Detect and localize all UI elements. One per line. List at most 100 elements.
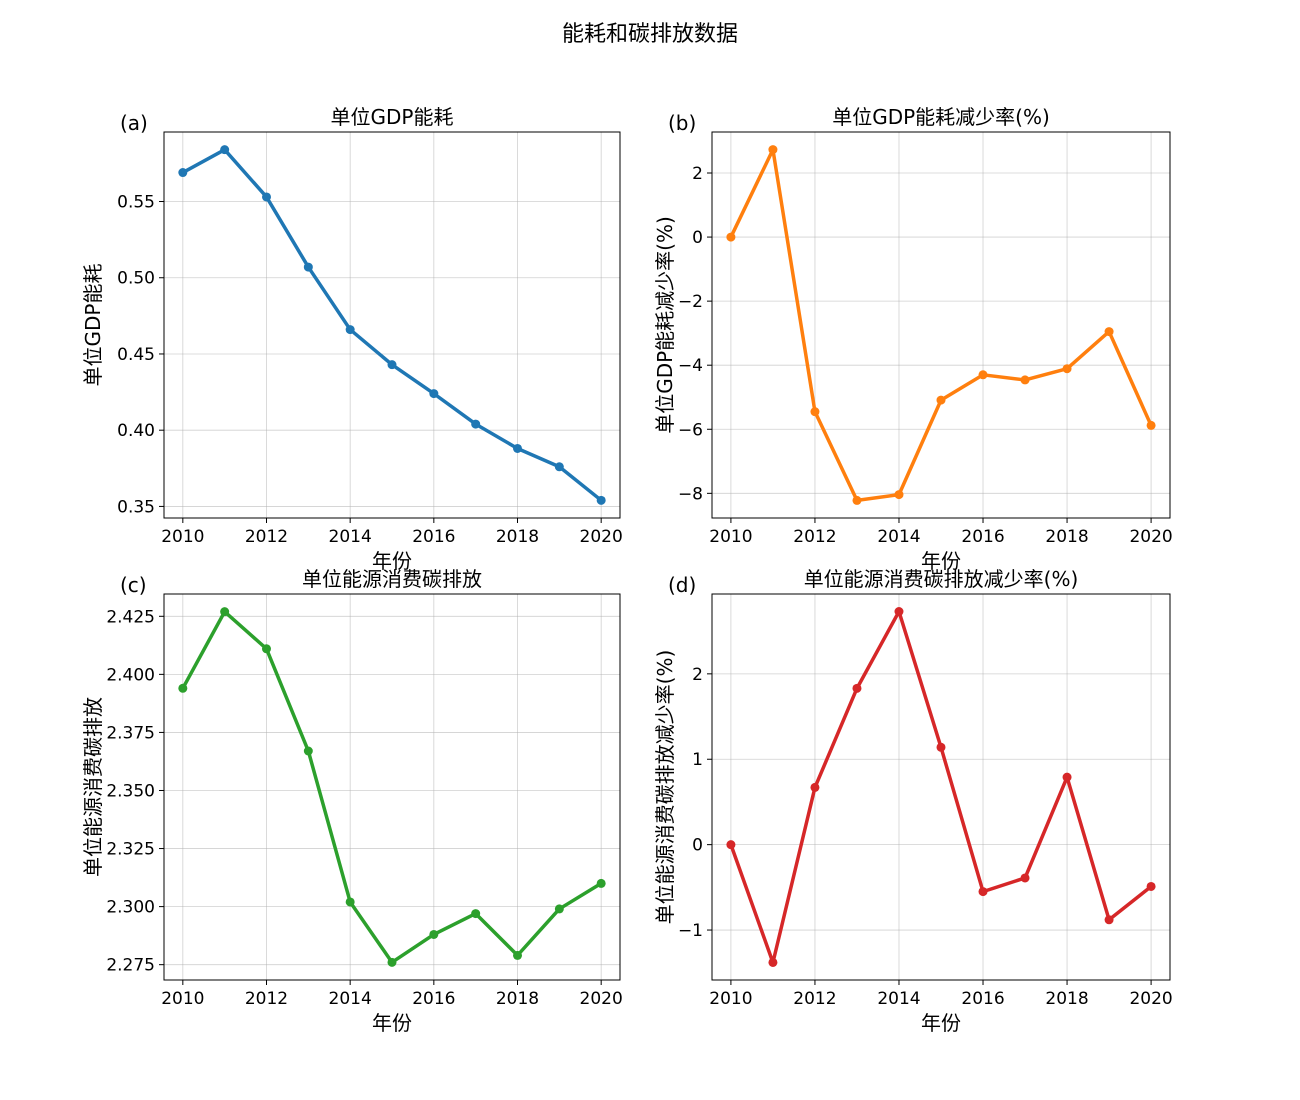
- data-point: [894, 607, 904, 617]
- data-point: [768, 145, 778, 155]
- x-tick-label: 2010: [709, 527, 752, 547]
- x-tick-label: 2020: [1129, 527, 1172, 547]
- y-tick-label: −8: [678, 484, 703, 504]
- data-point: [429, 389, 439, 399]
- x-tick-label: 2012: [793, 989, 836, 1009]
- data-point: [1062, 772, 1072, 782]
- x-tick-label: 2014: [877, 527, 920, 547]
- y-tick-label: 0: [692, 228, 703, 248]
- data-point: [178, 168, 188, 178]
- panel-label: (a): [120, 111, 148, 135]
- x-axis-label: 年份: [372, 549, 412, 573]
- y-tick-label: 2: [692, 164, 703, 184]
- data-point: [852, 495, 862, 505]
- y-tick-label: 2.275: [106, 956, 155, 976]
- data-point: [471, 419, 481, 429]
- x-tick-label: 2020: [1129, 989, 1172, 1009]
- data-point: [471, 909, 481, 919]
- x-tick-label: 2018: [496, 527, 539, 547]
- y-tick-label: 0.55: [117, 193, 155, 213]
- series-line: [729, 147, 1153, 503]
- data-point: [1020, 873, 1030, 883]
- y-axis-label: 单位GDP能耗: [81, 264, 105, 387]
- panel-title: 单位GDP能耗: [331, 105, 454, 129]
- x-tick-label: 2018: [1045, 989, 1088, 1009]
- panel-c: 2010 2012 2014 2016 2018 2020 2.275 2.300 2.325 2…: [81, 567, 623, 1035]
- data-point: [596, 878, 606, 888]
- data-point: [345, 897, 355, 907]
- axes-frame: [711, 593, 1171, 981]
- data-point: [261, 192, 271, 202]
- data-point: [387, 360, 397, 370]
- data-point: [387, 957, 397, 967]
- x-tick-label: 2016: [961, 989, 1004, 1009]
- y-tick-label: 1: [692, 750, 703, 770]
- x-tick-label: 2012: [245, 527, 288, 547]
- y-tick-label: 0.40: [117, 421, 155, 441]
- panel-title: 单位能源消费碳排放减少率(%): [804, 567, 1079, 591]
- panel-title: 单位能源消费碳排放: [302, 567, 482, 591]
- y-tick-label: 0.35: [117, 497, 155, 517]
- data-point: [1146, 881, 1156, 891]
- x-tick-label: 2014: [329, 527, 372, 547]
- x-tick-label: 2016: [961, 527, 1004, 547]
- y-axis-label: 单位能源消费碳排放减少率(%): [653, 650, 677, 925]
- data-point: [810, 782, 820, 792]
- axes-frame: [163, 131, 621, 519]
- data-point: [810, 407, 820, 417]
- axes-frame: [711, 131, 1171, 519]
- x-tick-label: 2014: [877, 989, 920, 1009]
- data-point: [1020, 375, 1030, 385]
- y-tick-label: 2.350: [106, 781, 155, 801]
- data-point: [894, 490, 904, 500]
- x-tick-label: 2010: [161, 527, 204, 547]
- data-point: [429, 929, 439, 939]
- y-tick-label: 2: [692, 665, 703, 685]
- data-point: [554, 462, 564, 472]
- panel-d: 2010 2012 2014 2016 2018 2020 −1 0 1 2 单位能源消费碳排放减少…: [653, 567, 1173, 1035]
- data-point: [852, 683, 862, 693]
- x-axis-label: 年份: [921, 1011, 961, 1035]
- y-tick-label: 2.325: [106, 840, 155, 860]
- panel-label: (c): [120, 573, 147, 597]
- x-tick-label: 2016: [412, 989, 455, 1009]
- data-point: [726, 840, 736, 850]
- figure-title: 能耗和碳排放数据: [562, 22, 738, 47]
- data-point: [220, 145, 230, 155]
- panel-label: (b): [668, 111, 696, 135]
- y-tick-label: 2.425: [106, 607, 155, 627]
- y-tick-label: 0.50: [117, 269, 155, 289]
- data-point: [978, 887, 988, 897]
- data-point: [1104, 327, 1114, 337]
- series-line: [181, 609, 603, 965]
- data-point: [513, 443, 523, 453]
- data-point: [554, 904, 564, 914]
- data-point: [936, 395, 946, 405]
- x-tick-label: 2020: [580, 989, 623, 1009]
- x-axis-label: 年份: [372, 1011, 412, 1035]
- x-tick-label: 2018: [496, 989, 539, 1009]
- data-point: [1062, 364, 1072, 374]
- x-tick-label: 2018: [1045, 527, 1088, 547]
- data-point: [345, 325, 355, 335]
- x-tick-label: 2010: [709, 989, 752, 1009]
- x-tick-label: 2012: [245, 989, 288, 1009]
- data-point: [726, 232, 736, 242]
- series-line: [181, 147, 603, 503]
- data-point: [303, 746, 313, 756]
- data-point: [178, 683, 188, 693]
- y-tick-label: 2.300: [106, 898, 155, 918]
- y-tick-label: −1: [678, 921, 703, 941]
- x-tick-label: 2010: [161, 989, 204, 1009]
- data-point: [261, 644, 271, 654]
- x-tick-label: 2014: [329, 989, 372, 1009]
- panel-b: 2010 2012 2014 2016 2018 2020 −8 −6 −4 −2 0 2 单位GDP能…: [653, 105, 1173, 573]
- data-point: [303, 262, 313, 272]
- y-axis-label: 单位能源消费碳排放: [81, 697, 105, 877]
- y-tick-label: 2.400: [106, 665, 155, 685]
- data-point: [1104, 915, 1114, 925]
- data-point: [1146, 420, 1156, 430]
- axes-frame: [163, 593, 621, 981]
- y-axis-label: 单位GDP能耗减少率(%): [653, 216, 677, 434]
